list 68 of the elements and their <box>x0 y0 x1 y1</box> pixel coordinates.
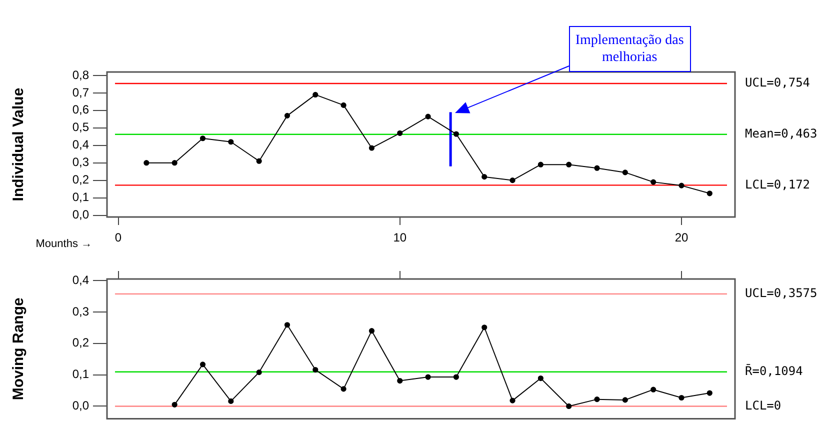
y-axis-title: Individual Value <box>10 88 28 202</box>
point <box>368 145 375 151</box>
point <box>425 114 431 120</box>
y-tick-label: 0,2 <box>72 336 90 350</box>
y-tick-label: 0,8 <box>72 68 90 82</box>
y-tick-label: 0,7 <box>72 85 90 100</box>
point <box>368 328 375 334</box>
y-axis-title: Moving Range <box>10 298 28 400</box>
point <box>256 370 262 376</box>
point <box>312 92 318 98</box>
point <box>706 390 712 396</box>
point <box>340 386 346 392</box>
point <box>678 182 684 188</box>
point <box>172 402 178 408</box>
point <box>566 162 572 168</box>
point <box>397 130 403 136</box>
y-tick-label: 0,1 <box>72 367 90 382</box>
point <box>144 160 150 166</box>
point <box>228 398 234 404</box>
ref-line-label: Mean=0,463 <box>745 126 818 140</box>
y-tick-label: 0,3 <box>72 304 90 318</box>
point <box>482 174 488 180</box>
point <box>650 179 656 185</box>
point <box>200 136 206 142</box>
y-tick-label: 0,2 <box>72 172 90 187</box>
point <box>650 386 656 392</box>
point <box>622 170 628 176</box>
y-tick-label: 0,0 <box>72 208 90 222</box>
point <box>510 178 516 184</box>
point <box>453 374 459 380</box>
x-tick-label: 10 <box>393 230 407 245</box>
ref-line-label: R̄=0,1094 <box>745 364 803 378</box>
ref-line-label: UCL=0,3575 <box>745 286 818 300</box>
point <box>172 160 178 166</box>
point <box>284 322 290 328</box>
point <box>284 112 290 118</box>
point <box>594 165 600 171</box>
point <box>200 362 206 368</box>
text: Implementação das melhorias <box>568 26 691 72</box>
point <box>538 162 544 168</box>
point <box>482 324 488 330</box>
x-tick-label: 20 <box>674 230 688 245</box>
point <box>706 190 712 196</box>
y-tick-label: 0,6 <box>72 102 90 117</box>
point <box>538 375 544 382</box>
ref-line-label: LCL=0,172 <box>745 177 810 192</box>
point <box>312 366 318 373</box>
point <box>594 396 600 402</box>
y-tick-label: 0,3 <box>72 155 90 170</box>
point <box>453 131 459 137</box>
point <box>340 102 346 108</box>
ref-line-label: UCL=0,754 <box>745 76 810 90</box>
point <box>228 139 234 145</box>
point <box>678 394 684 401</box>
point <box>425 374 431 380</box>
point <box>256 158 262 164</box>
y-tick-label: 0,1 <box>72 190 90 204</box>
point <box>397 378 403 384</box>
y-tick-label: 0,4 <box>72 272 90 287</box>
x-tick-label: 0 <box>114 230 122 245</box>
y-tick-label: 0,0 <box>72 398 90 413</box>
point <box>566 403 572 410</box>
y-tick-label: 0,4 <box>72 138 90 152</box>
x-axis-title: Mounths → <box>36 238 92 250</box>
point <box>510 398 516 404</box>
point <box>622 397 628 403</box>
ref-line-label: LCL=0 <box>745 398 782 412</box>
y-tick-label: 0,5 <box>72 120 90 134</box>
